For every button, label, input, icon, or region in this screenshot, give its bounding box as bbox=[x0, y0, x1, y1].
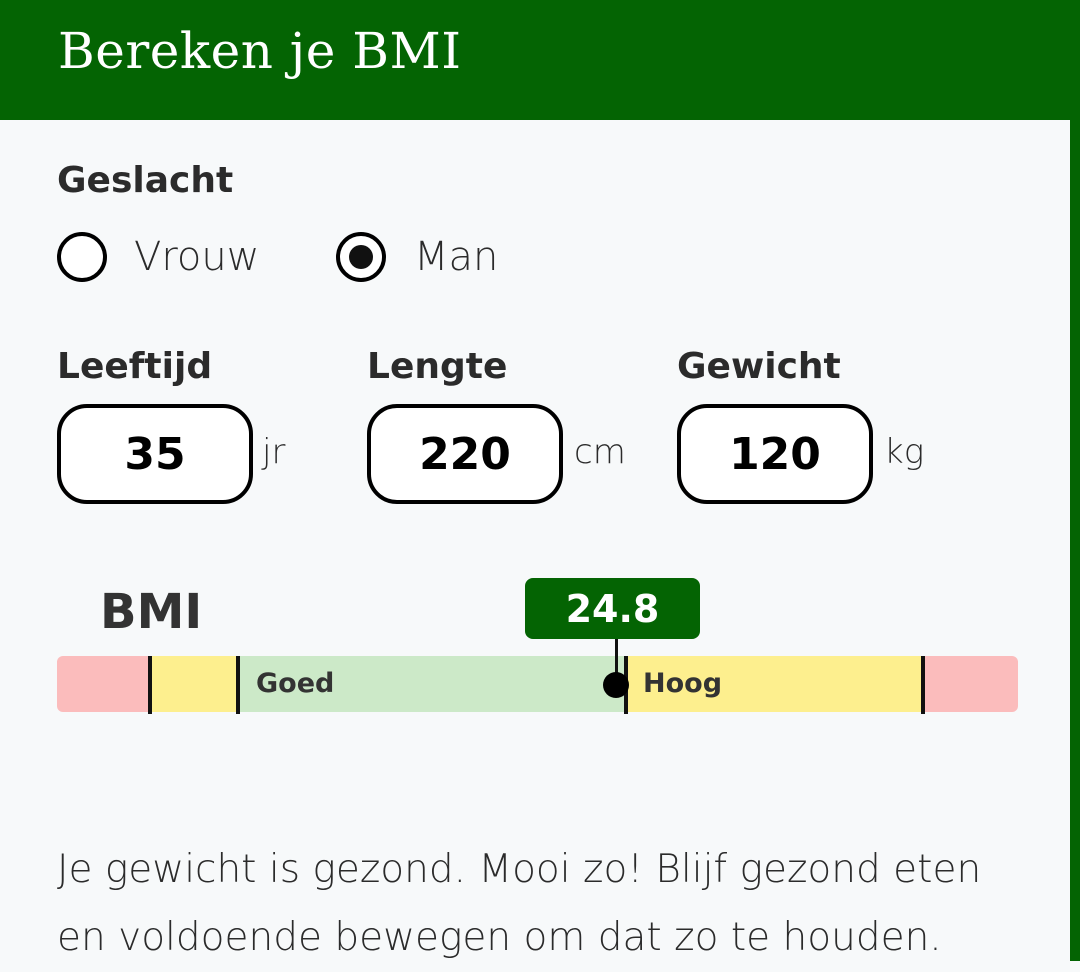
height-label: Lengte bbox=[367, 346, 508, 387]
right-border bbox=[1070, 120, 1080, 961]
radio-selected-dot bbox=[349, 245, 373, 269]
bmi-pointer-line bbox=[615, 639, 618, 684]
scale-segment-very-high bbox=[923, 656, 1018, 712]
height-unit: cm bbox=[574, 432, 626, 472]
gender-label: Geslacht bbox=[57, 160, 234, 201]
bmi-pointer-dot bbox=[603, 672, 629, 698]
segment-label-high: Hoog bbox=[643, 668, 723, 699]
radio-man-label[interactable]: Man bbox=[414, 234, 499, 280]
weight-input[interactable]: 120 bbox=[677, 404, 873, 504]
header-bar: Bereken je BMI bbox=[0, 0, 1080, 120]
scale-segment-high bbox=[626, 656, 923, 712]
page-title: Bereken je BMI bbox=[58, 22, 462, 80]
radio-man[interactable] bbox=[336, 232, 386, 282]
age-input[interactable]: 35 bbox=[57, 404, 253, 504]
result-message: Je gewicht is gezond. Mooi zo! Blijf gez… bbox=[57, 847, 982, 960]
scale-divider bbox=[921, 656, 925, 714]
scale-segment-low bbox=[150, 656, 238, 712]
scale-segment-very-low bbox=[57, 656, 150, 712]
weight-label: Gewicht bbox=[677, 346, 841, 387]
weight-unit: kg bbox=[884, 432, 925, 472]
bmi-scale bbox=[57, 656, 1018, 712]
scale-divider bbox=[236, 656, 240, 714]
bmi-value-badge: 24.8 bbox=[525, 578, 700, 639]
height-input[interactable]: 220 bbox=[367, 404, 563, 504]
segment-label-good: Goed bbox=[256, 668, 335, 699]
age-unit: jr bbox=[262, 432, 286, 472]
scale-divider bbox=[148, 656, 152, 714]
scale-segment-good bbox=[238, 656, 626, 712]
bmi-label: BMI bbox=[100, 584, 203, 640]
age-label: Leeftijd bbox=[57, 346, 213, 387]
radio-vrouw[interactable] bbox=[57, 232, 107, 282]
radio-vrouw-label[interactable]: Vrouw bbox=[134, 234, 260, 280]
